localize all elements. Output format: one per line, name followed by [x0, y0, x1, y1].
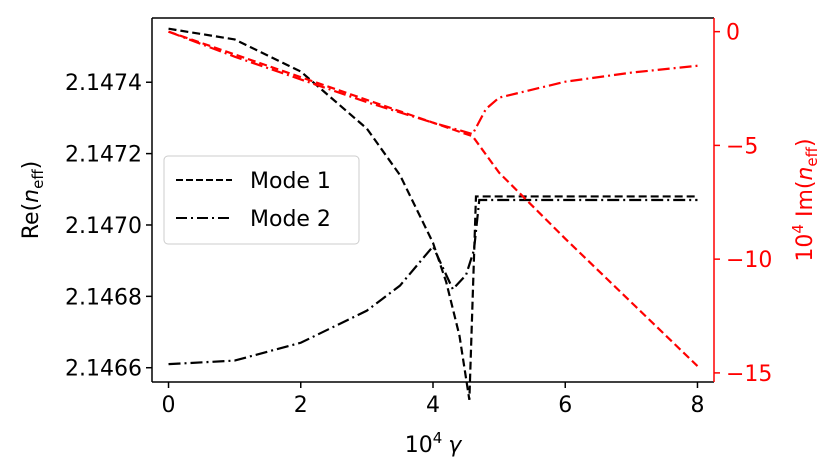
x-label-symbol: γ	[448, 433, 462, 458]
x-tick-label: 6	[558, 393, 572, 418]
im-dashed-right-line	[168, 30, 699, 367]
x-label-exp: 4	[433, 429, 443, 447]
y-left-label-close: )	[19, 161, 44, 170]
x-tick-label: 4	[426, 393, 440, 418]
x-tick-label: 0	[162, 393, 176, 418]
y-right-label-close: )	[793, 138, 818, 147]
y-right-tick-label: −5	[726, 134, 758, 159]
y-left-tick-label: 2.1466	[65, 357, 142, 382]
y-right-label-mid: Im(	[793, 181, 818, 225]
x-tick-label: 8	[690, 393, 704, 418]
y-right-axis-label: 104 Im(neff)	[789, 138, 821, 261]
y-right-tick-label: −10	[726, 248, 772, 273]
x-axis-label: 104 γ	[405, 429, 463, 458]
legend-label-mode-2: Mode 2	[250, 207, 331, 232]
y-right-label-sub: eff	[803, 146, 821, 166]
y-left-tick-label: 2.1472	[65, 143, 142, 168]
legend-label-mode-1: Mode 1	[250, 169, 331, 194]
y-right-label-var: n	[793, 167, 818, 181]
y-left-label-sub: eff	[29, 169, 47, 189]
im-dashdot-right-line	[168, 30, 698, 136]
legend-box	[163, 155, 360, 245]
legend: Mode 1 Mode 2	[163, 155, 360, 245]
mode-2-left-line	[168, 198, 698, 366]
y-left-tick-label: 2.1474	[65, 71, 142, 96]
y-right-tick-label: −15	[726, 362, 772, 387]
y-left-label-base: Re(	[19, 203, 44, 239]
y-left-label-var: n	[19, 189, 44, 203]
x-tick-label: 2	[294, 393, 308, 418]
y-right-tick-label: 0	[726, 21, 740, 46]
y-left-tick-label: 2.1468	[65, 285, 142, 310]
y-left-axis-label: Re(neff)	[19, 161, 47, 240]
y-right-label-prefix: 10	[793, 234, 818, 262]
y-left-tick-label: 2.1470	[65, 214, 142, 239]
y-right-label-exp: 4	[789, 224, 807, 234]
x-label-prefix: 10	[405, 433, 433, 458]
